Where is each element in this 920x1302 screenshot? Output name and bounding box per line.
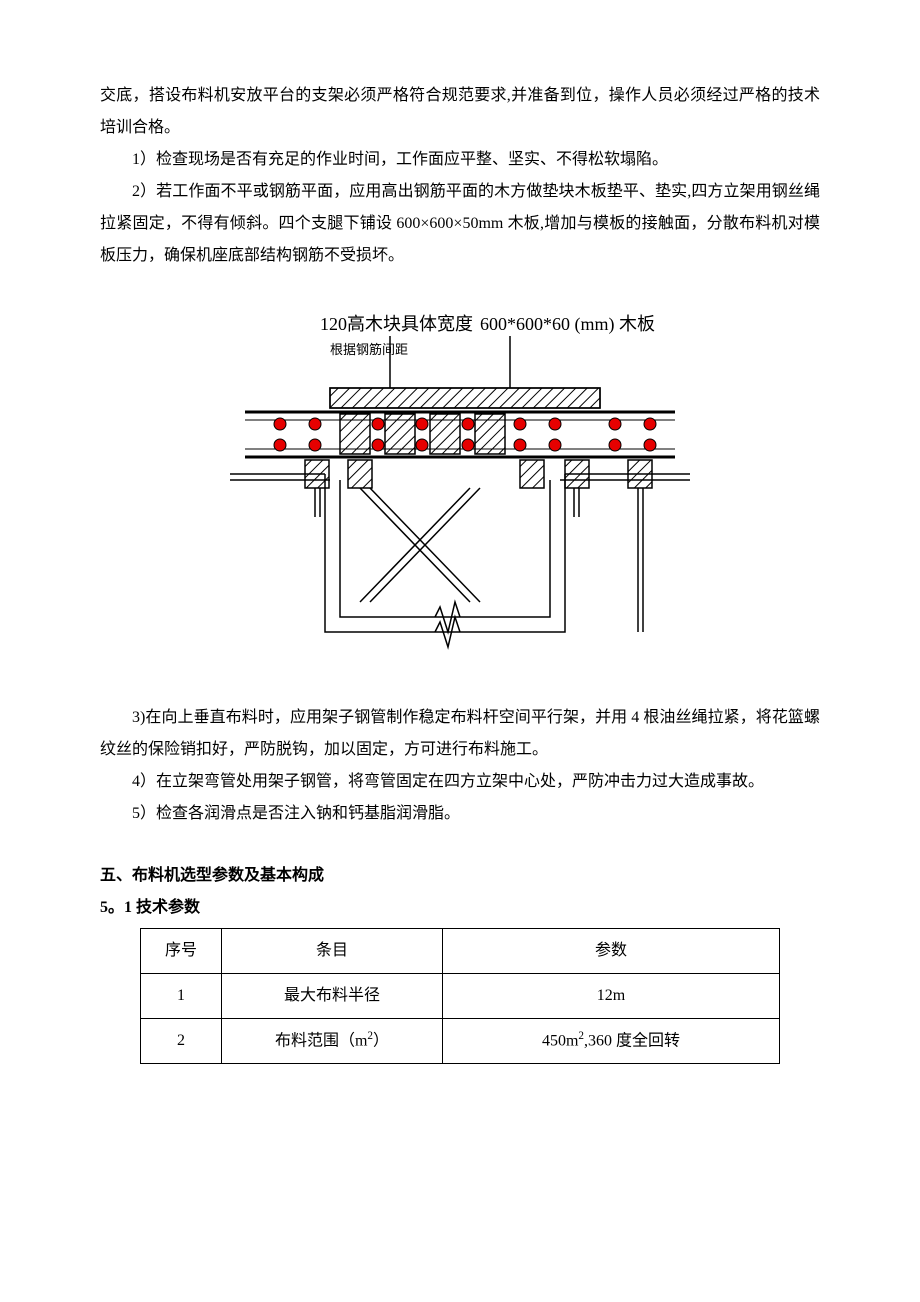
slab-section: [245, 412, 675, 457]
formwork: [230, 460, 690, 647]
table-cell: 12m: [443, 974, 780, 1019]
paragraph-item-4: 4）在立架弯管处用架子钢管，将弯管固定在四方立架中心处，严防冲击力过大造成事故。: [100, 766, 820, 798]
paragraph-item-5: 5）检查各润滑点是否注入钠和钙基脂润滑脂。: [100, 798, 820, 830]
table-cell: 1: [141, 974, 222, 1019]
paragraph-item-1: 1）检查现场是否有充足的作业时间，工作面应平整、坚实、不得松软塌陷。: [100, 144, 820, 176]
table-row: 1 最大布料半径 12m: [141, 974, 780, 1019]
diagram-label-right: 600*600*60 (mm) 木板: [480, 314, 655, 335]
table-cell: 2: [141, 1019, 222, 1064]
table-cell: 450m2,360 度全回转: [443, 1019, 780, 1064]
paragraph-intro: 交底，搭设布料机安放平台的支架必须严格符合规范要求,并准备到位，操作人员必须经过…: [100, 80, 820, 144]
document-page: 交底，搭设布料机安放平台的支架必须严格符合规范要求,并准备到位，操作人员必须经过…: [0, 0, 920, 1124]
diagram-container: 120高木块具体宽度 600*600*60 (mm) 木板 根据钢筋间距: [100, 302, 820, 662]
diagram-label-left-top: 120高木块具体宽度: [320, 314, 473, 334]
diagram-label-left-bottom: 根据钢筋间距: [330, 342, 408, 357]
table-header-cell: 参数: [443, 929, 780, 974]
table-header-cell: 序号: [141, 929, 222, 974]
paragraph-item-2: 2）若工作面不平或钢筋平面，应用高出钢筋平面的木方做垫块木板垫平、垫实,四方立架…: [100, 176, 820, 272]
table-cell: 最大布料半径: [222, 974, 443, 1019]
table-header-cell: 条目: [222, 929, 443, 974]
table-row: 2 布料范围（m2） 450m2,360 度全回转: [141, 1019, 780, 1064]
parameters-table: 序号 条目 参数 1 最大布料半径 12m 2 布料范围（m2） 450m2,3…: [140, 928, 780, 1064]
paragraph-item-3: 3)在向上垂直布料时，应用架子钢管制作稳定布料杆空间平行架，并用 4 根油丝绳拉…: [100, 702, 820, 766]
section-heading-5: 五、布料机选型参数及基本构成: [100, 860, 820, 892]
table-cell: 布料范围（m2）: [222, 1019, 443, 1064]
table-header-row: 序号 条目 参数: [141, 929, 780, 974]
support-diagram: 120高木块具体宽度 600*600*60 (mm) 木板 根据钢筋间距: [220, 302, 700, 662]
section-heading-5-1: 5。1 技术参数: [100, 892, 820, 924]
